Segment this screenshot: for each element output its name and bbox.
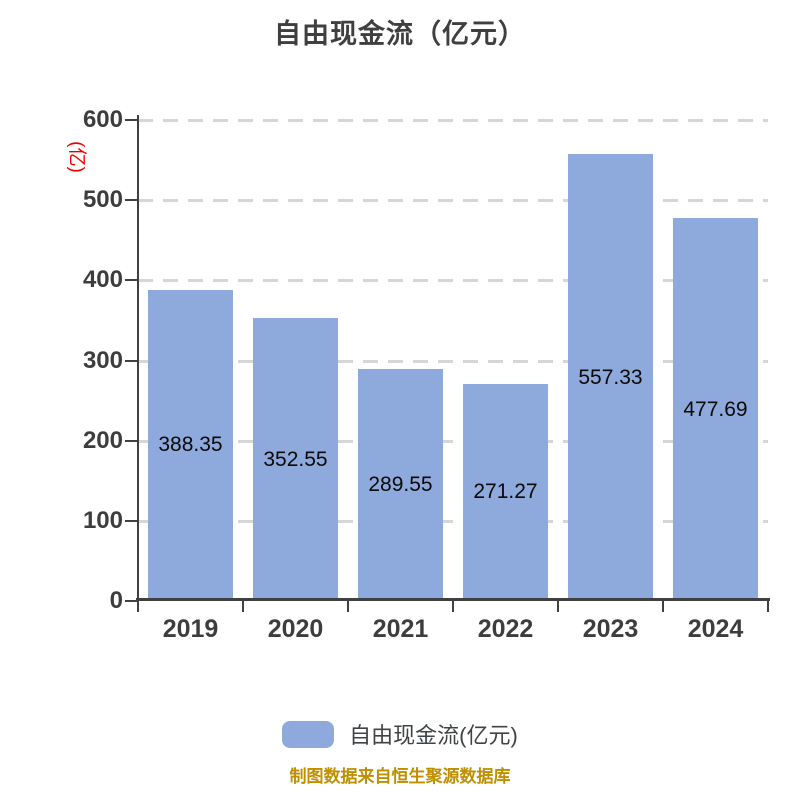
gridline-500 bbox=[138, 199, 768, 203]
y-tick-label-100: 100 bbox=[82, 506, 123, 534]
x-axis-label-2021: 2021 bbox=[372, 615, 429, 643]
y-axis-tick-200 bbox=[125, 439, 137, 442]
x-axis-tick-1 bbox=[242, 601, 244, 612]
y-axis-line bbox=[137, 115, 139, 601]
bar-2022 bbox=[463, 383, 548, 601]
x-axis-line bbox=[136, 598, 770, 601]
y-tick-label-400: 400 bbox=[82, 266, 123, 294]
chart-title: 自由现金流（亿元） bbox=[274, 19, 526, 49]
y-tick-label-200: 200 bbox=[82, 426, 123, 454]
y-axis-tick-100 bbox=[125, 519, 137, 522]
x-axis-label-2024: 2024 bbox=[687, 615, 744, 643]
x-axis-label-2019: 2019 bbox=[162, 615, 219, 643]
bar-value-label-2022: 271.27 bbox=[473, 480, 538, 504]
bar-value-label-2019: 388.35 bbox=[158, 433, 223, 457]
bar-2024 bbox=[673, 218, 758, 601]
bar-value-label-2023: 557.33 bbox=[578, 365, 643, 389]
data-source-note: 制图数据来自恒生聚源数据库 bbox=[289, 767, 511, 786]
gridline-100 bbox=[138, 519, 768, 523]
y-axis-tick-0 bbox=[125, 600, 137, 602]
y-axis-unit-label: (亿) bbox=[66, 141, 87, 173]
legend: 自由现金流(亿元) bbox=[0, 718, 800, 750]
x-axis-tick-5 bbox=[662, 601, 664, 612]
x-axis-tick-2 bbox=[347, 601, 349, 612]
gridline-400 bbox=[138, 279, 768, 283]
legend-swatch bbox=[282, 720, 335, 748]
bar-2020 bbox=[253, 318, 338, 601]
bar-2019 bbox=[148, 289, 233, 601]
x-axis-tick-0 bbox=[137, 601, 139, 612]
y-axis-tick-600 bbox=[125, 119, 137, 121]
y-axis-tick-400 bbox=[125, 279, 137, 282]
x-axis-label-2023: 2023 bbox=[582, 615, 639, 643]
y-tick-label-300: 300 bbox=[82, 346, 123, 374]
x-axis-label-2022: 2022 bbox=[477, 615, 534, 643]
x-axis-tick-6 bbox=[767, 601, 769, 612]
y-tick-label-600: 600 bbox=[82, 106, 123, 133]
bar-value-label-2020: 352.55 bbox=[263, 447, 328, 471]
x-axis-label-2020: 2020 bbox=[267, 615, 324, 643]
plot-area: 0 100 200 300 400 500 600 388.35 2019 352.55 2020 2… bbox=[83, 108, 770, 643]
x-axis-tick-3 bbox=[452, 601, 454, 612]
bar-value-label-2024: 477.69 bbox=[683, 397, 748, 421]
y-tick-label-0: 0 bbox=[109, 587, 123, 614]
y-tick-label-500: 500 bbox=[82, 186, 123, 214]
bar-2023 bbox=[568, 154, 653, 601]
bar-2021 bbox=[358, 368, 443, 601]
gridline-600 bbox=[138, 119, 768, 122]
gridline-200 bbox=[138, 439, 768, 443]
y-axis-tick-500 bbox=[125, 199, 137, 202]
bar-value-label-2021: 289.55 bbox=[368, 472, 433, 496]
legend-label: 自由现金流(亿元) bbox=[349, 723, 518, 748]
gridline-300 bbox=[138, 359, 768, 363]
x-axis-tick-4 bbox=[557, 601, 559, 612]
y-axis-tick-300 bbox=[125, 359, 137, 362]
